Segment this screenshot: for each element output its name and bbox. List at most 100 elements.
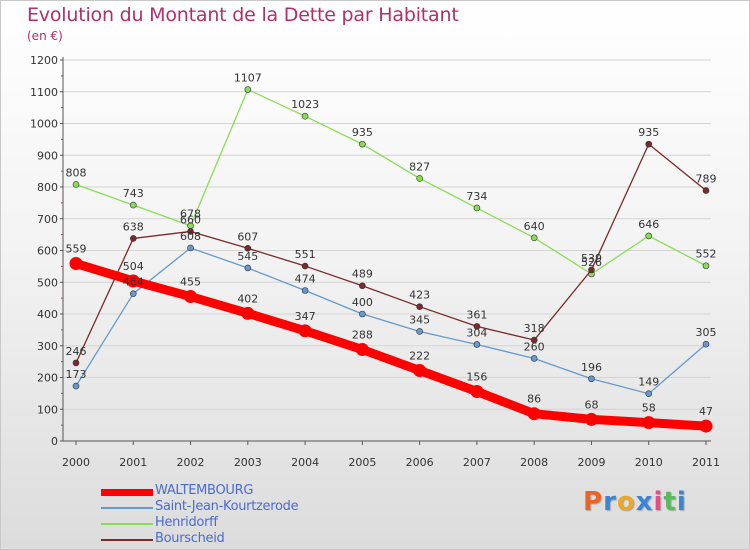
y-tick-label: 700 — [37, 213, 58, 226]
legend-label: Saint-Jean-Kourtzerode — [155, 499, 299, 514]
data-label: 464 — [123, 276, 144, 289]
y-tick-label: 1000 — [30, 118, 58, 131]
y-tick-label: 500 — [37, 276, 58, 289]
x-tick-label: 2004 — [291, 456, 319, 469]
x-tick-label: 2010 — [635, 456, 663, 469]
chart-unit: (en €) — [27, 29, 63, 43]
x-tick-label: 2009 — [577, 456, 605, 469]
data-point — [588, 375, 595, 383]
data-point — [126, 274, 140, 288]
x-tick-label: 2011 — [692, 456, 720, 469]
series-line-saint-jean-kourtzerode — [75, 247, 707, 395]
data-label: 260 — [524, 340, 545, 353]
data-label: 305 — [696, 326, 717, 339]
data-point — [355, 343, 369, 357]
data-point — [184, 290, 198, 304]
data-point — [359, 140, 366, 148]
data-point — [69, 257, 83, 271]
data-point — [470, 384, 484, 398]
data-point — [645, 390, 653, 397]
series-line-henridorff — [75, 88, 707, 275]
data-label: 288 — [352, 329, 373, 342]
y-tick-label: 1100 — [30, 86, 58, 99]
data-point — [244, 86, 252, 93]
data-point — [301, 262, 309, 270]
data-labels: 173 464 608 545 474 400 345 304 260 196 149 305 808 7… — [66, 72, 717, 419]
data-point — [416, 175, 423, 182]
grid — [63, 59, 711, 410]
data-point — [473, 341, 481, 348]
chart-title: Evolution du Montant de la Dette par Hab… — [27, 4, 459, 26]
data-label: 734 — [466, 190, 487, 203]
data-label: 608 — [180, 230, 201, 243]
data-label: 827 — [409, 160, 430, 173]
data-point — [416, 303, 423, 310]
data-label: 402 — [237, 292, 258, 305]
logo-letter: t — [663, 487, 677, 517]
data-label: 660 — [180, 213, 201, 226]
axes: 0 100 200 300 400 500 600 700 800 900 1000 1100 1200… — [30, 54, 720, 469]
data-label: 474 — [295, 273, 316, 286]
data-point — [413, 364, 427, 378]
x-tick-label: 2006 — [406, 456, 434, 469]
data-point — [129, 201, 137, 209]
data-point — [584, 412, 598, 426]
y-tick-label: 100 — [37, 403, 58, 416]
series-line-bourscheid — [75, 143, 707, 364]
x-tick-label: 2005 — [348, 456, 376, 469]
data-label: 504 — [123, 260, 144, 273]
data-point — [416, 328, 423, 335]
data-point — [645, 232, 653, 240]
legend-swatch — [101, 539, 153, 541]
data-point — [72, 181, 80, 188]
data-point — [699, 419, 713, 433]
data-label: 646 — [638, 218, 659, 231]
x-tick-label: 2003 — [234, 456, 262, 469]
data-label: 455 — [180, 276, 201, 289]
data-point — [187, 228, 194, 235]
data-label: 149 — [638, 376, 659, 389]
data-label: 743 — [123, 187, 144, 200]
data-point — [301, 287, 309, 294]
data-point — [588, 266, 595, 274]
legend-label: WALTEMBOURG — [155, 483, 254, 498]
data-label: 526 — [581, 256, 602, 269]
logo-letter: r — [603, 487, 617, 517]
legend-swatch — [101, 488, 153, 496]
data-point — [72, 359, 80, 367]
y-tick-label: 400 — [37, 308, 58, 321]
data-label: 638 — [123, 220, 144, 233]
data-point — [530, 336, 538, 344]
data-label: 935 — [352, 126, 373, 139]
series-lines — [69, 86, 713, 433]
data-label: 156 — [466, 370, 487, 383]
data-point — [702, 262, 710, 270]
x-tick-label: 2002 — [177, 456, 205, 469]
data-label: 246 — [66, 345, 87, 358]
data-point — [72, 382, 80, 390]
legend-swatch — [101, 507, 153, 509]
data-label: 423 — [409, 289, 430, 302]
data-point — [244, 244, 252, 252]
data-point — [301, 112, 309, 120]
data-point — [298, 324, 312, 338]
x-tick-label: 2008 — [520, 456, 548, 469]
data-point — [129, 235, 137, 242]
logo-letter: i — [676, 487, 687, 517]
legend-label: Henridorff — [155, 515, 218, 530]
y-tick-label: 200 — [37, 372, 58, 385]
data-point — [530, 355, 538, 362]
data-label: 173 — [66, 368, 87, 381]
data-label: 361 — [466, 308, 487, 321]
proxiti-logo: Proxiti — [583, 487, 687, 517]
logo-letter: P — [583, 487, 604, 517]
y-tick-label: 600 — [37, 245, 58, 258]
data-label: 678 — [180, 208, 201, 221]
y-tick-label: 800 — [37, 181, 58, 194]
data-label: 347 — [295, 310, 316, 323]
y-tick-label: 900 — [37, 149, 58, 162]
data-label: 539 — [581, 252, 602, 265]
data-label: 489 — [352, 268, 373, 281]
